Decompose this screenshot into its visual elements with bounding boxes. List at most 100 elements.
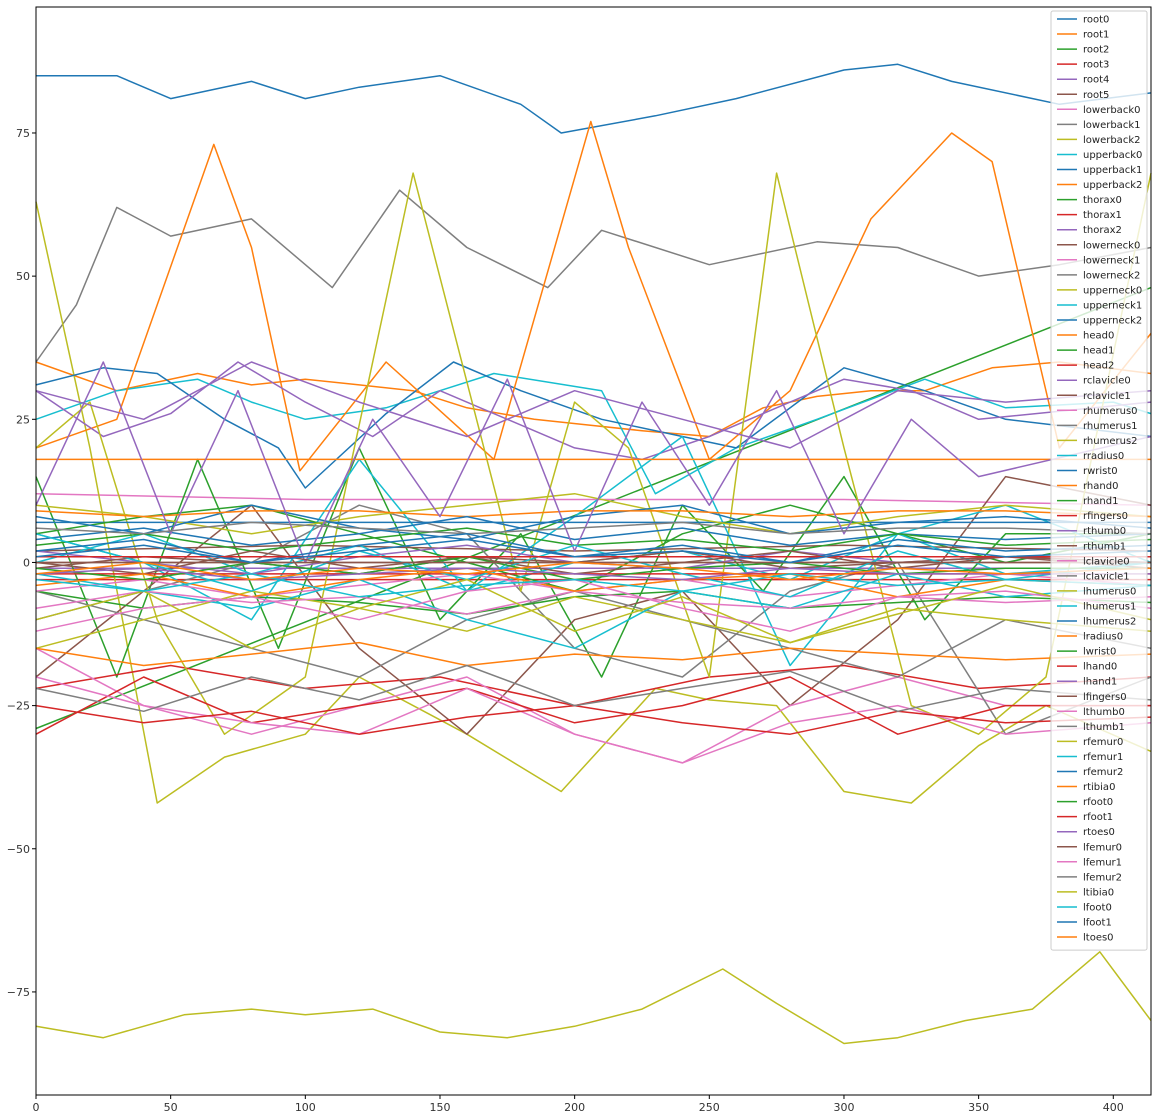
legend-label: lowerneck2 bbox=[1083, 270, 1140, 281]
series-line-lhumerus2 bbox=[35, 515, 1152, 547]
legend-label: ltoes0 bbox=[1083, 933, 1114, 944]
legend-label: thorax2 bbox=[1083, 225, 1122, 236]
y-axis: −75 −50 −25 0 25 50 75 bbox=[7, 127, 36, 999]
series-line-rwrist0 bbox=[35, 504, 1152, 541]
legend-label: lhumerus1 bbox=[1083, 601, 1136, 612]
legend-label: root4 bbox=[1083, 75, 1109, 86]
legend-label: upperback0 bbox=[1083, 150, 1142, 161]
legend-label: rhand0 bbox=[1083, 481, 1118, 492]
legend-label: rhand1 bbox=[1083, 496, 1118, 507]
legend-label: lhumerus2 bbox=[1083, 617, 1136, 628]
x-tick-label: 100 bbox=[295, 1101, 316, 1114]
legend-label: lfemur0 bbox=[1083, 842, 1122, 853]
series-line-rclavicle0 bbox=[35, 361, 1152, 449]
legend-label: upperback1 bbox=[1083, 165, 1142, 176]
legend-label: lwrist0 bbox=[1083, 647, 1116, 658]
legend-label: root3 bbox=[1083, 60, 1109, 71]
legend-label: upperback2 bbox=[1083, 180, 1142, 191]
legend-label: upperneck1 bbox=[1083, 300, 1142, 311]
x-tick-label: 0 bbox=[33, 1101, 40, 1114]
legend-label: root0 bbox=[1083, 15, 1109, 26]
legend-label: rfemur2 bbox=[1083, 767, 1123, 778]
legend-label: lclavicle0 bbox=[1083, 556, 1130, 567]
legend-label: rthumb1 bbox=[1083, 541, 1126, 552]
series-line-lowerback0 bbox=[35, 492, 1152, 506]
legend-label: thorax0 bbox=[1083, 195, 1122, 206]
legend-label: head2 bbox=[1083, 361, 1114, 372]
y-tick-label: −50 bbox=[7, 843, 30, 856]
legend-label: lfingers0 bbox=[1083, 692, 1127, 703]
y-tick-label: −75 bbox=[7, 986, 30, 999]
legend-label: lfemur1 bbox=[1083, 857, 1122, 868]
legend-label: rfemur1 bbox=[1083, 752, 1123, 763]
legend-label: thorax1 bbox=[1083, 210, 1122, 221]
legend-label: lowerback0 bbox=[1083, 105, 1140, 116]
y-tick-label: 25 bbox=[16, 413, 30, 426]
x-tick-label: 200 bbox=[564, 1101, 585, 1114]
legend-label: rwrist0 bbox=[1083, 466, 1118, 477]
legend-label: rhumerus1 bbox=[1083, 421, 1138, 432]
legend-label: lfoot1 bbox=[1083, 918, 1112, 929]
series-line-lfoot0 bbox=[35, 573, 1152, 598]
legend-label: head1 bbox=[1083, 346, 1114, 357]
x-axis: 0 50 100 150 200 250 300 350 400 bbox=[33, 1095, 1124, 1114]
series-line-lowerneck2 bbox=[35, 504, 1152, 735]
series-line-lhumerus0 bbox=[35, 590, 1152, 650]
series-line-lfemur2 bbox=[35, 664, 1152, 713]
legend-label: lfoot0 bbox=[1083, 902, 1112, 913]
legend-label: lradius0 bbox=[1083, 632, 1123, 643]
legend-label: rtoes0 bbox=[1083, 827, 1115, 838]
series-line-lowerneck1 bbox=[35, 647, 1151, 764]
legend-label: rclavicle1 bbox=[1083, 391, 1131, 402]
legend-label: head0 bbox=[1083, 331, 1114, 342]
legend-label: rhumerus0 bbox=[1083, 406, 1138, 417]
legend-label: rthumb0 bbox=[1083, 526, 1126, 537]
x-tick-label: 150 bbox=[429, 1101, 450, 1114]
series-line-ltoes0 bbox=[35, 561, 1152, 581]
x-tick-label: 50 bbox=[164, 1101, 178, 1114]
series-line-rfemur1 bbox=[35, 533, 1152, 598]
legend-label: lowerneck1 bbox=[1083, 255, 1140, 266]
y-tick-label: 0 bbox=[23, 556, 30, 569]
legend-label: lhand1 bbox=[1083, 677, 1117, 688]
x-tick-label: 250 bbox=[699, 1101, 720, 1114]
series-line-rtibia0 bbox=[35, 567, 1152, 598]
series-line-lthumb1 bbox=[35, 521, 1152, 535]
legend-label: root5 bbox=[1083, 90, 1109, 101]
series-layer bbox=[35, 63, 1152, 1045]
legend-label: lhumerus0 bbox=[1083, 586, 1136, 597]
legend-label: rfoot0 bbox=[1083, 797, 1113, 808]
series-line-upperneck0 bbox=[35, 172, 1152, 735]
legend-label: lfemur2 bbox=[1083, 872, 1122, 883]
series-line-lhumerus1 bbox=[35, 573, 1152, 650]
series-line-head2 bbox=[35, 676, 1151, 735]
legend-label: upperneck0 bbox=[1083, 285, 1142, 296]
series-line-upperback0 bbox=[35, 372, 1152, 495]
series-line-lowerback1 bbox=[35, 189, 1152, 363]
legend-label: lowerback2 bbox=[1083, 135, 1140, 146]
series-line-lhand1 bbox=[35, 361, 1152, 564]
legend-label: ltibia0 bbox=[1083, 887, 1114, 898]
series-line-ltibia0 bbox=[35, 578, 1152, 650]
legend-label: lowerneck0 bbox=[1083, 240, 1140, 251]
legend-label: lowerback1 bbox=[1083, 120, 1140, 131]
legend-label: rclavicle0 bbox=[1083, 376, 1131, 387]
series-line-upperback1 bbox=[35, 361, 1152, 489]
series-line-thorax2 bbox=[35, 361, 1152, 461]
plot-frame bbox=[35, 6, 1152, 1096]
series-line-rtoes0 bbox=[35, 567, 1151, 581]
legend-label: rfingers0 bbox=[1083, 511, 1128, 522]
y-tick-label: 50 bbox=[16, 270, 30, 283]
series-line-root0 bbox=[36, 63, 1152, 134]
series-line-rhand0 bbox=[35, 510, 1152, 518]
x-tick-label: 300 bbox=[833, 1101, 854, 1114]
series-line-lowerback2 bbox=[35, 201, 1152, 804]
legend: root0 root1 root2 root3 root4 root5 lowerback0… bbox=[1050, 10, 1148, 951]
x-tick-label: 400 bbox=[1103, 1101, 1124, 1114]
y-tick-label: −25 bbox=[7, 700, 30, 713]
legend-box bbox=[1050, 10, 1148, 951]
series-line-rhumerus2 bbox=[35, 492, 1152, 535]
legend-label: rfemur0 bbox=[1083, 737, 1123, 748]
legend-label: lhand0 bbox=[1083, 662, 1117, 673]
